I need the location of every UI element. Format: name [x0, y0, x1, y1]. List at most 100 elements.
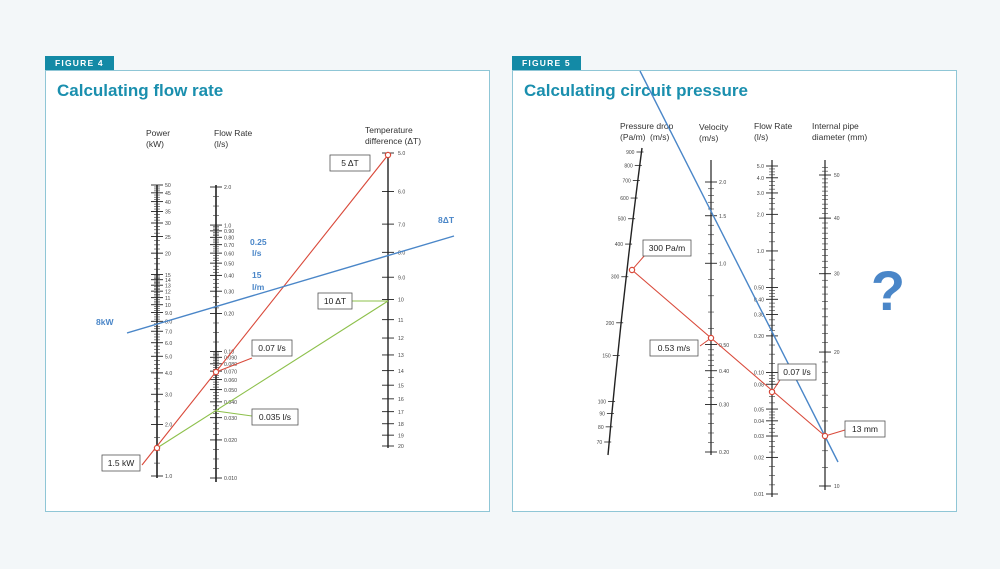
figure-5-tag: FIGURE 5	[512, 56, 581, 70]
velocity-axis-tick-label: 0.50	[719, 343, 729, 349]
power-axis-tick-label: 11	[165, 296, 170, 302]
pressure-axis-curve	[607, 147, 643, 456]
temp-axis-tick-label: 20	[398, 444, 404, 450]
label-15: 15	[252, 270, 262, 280]
pressure-axis-tick-label: 400	[615, 242, 624, 248]
temp-axis-tick-label: 8.0	[398, 251, 405, 257]
flow5-axis-tick-label: 0.05	[754, 407, 764, 413]
red-leader-13mm	[824, 429, 846, 437]
callout-10dt: 10 ΔT	[324, 296, 346, 306]
velocity-axis-label: Velocity	[699, 122, 729, 132]
power-axis-tick-label: 5.0	[165, 354, 172, 360]
callout-300pa-box	[642, 239, 692, 257]
power-axis-tick-label: 10	[165, 303, 171, 309]
flow-axis-tick-label: 0.60	[224, 251, 234, 257]
power-axis-tick-label: 25	[165, 235, 171, 241]
flow-axis-tick-label: 0.50	[224, 261, 234, 267]
temp-axis-unit: difference (ΔT)	[365, 136, 421, 146]
flow5-axis-tick-label: 0.03	[754, 434, 764, 440]
temp-axis-tick-label: 17	[398, 410, 404, 416]
temp-axis-label: Temperature	[365, 125, 413, 135]
red-line-5dt	[141, 154, 389, 466]
power-axis-tick-label: 6.0	[165, 341, 172, 347]
flow-axis-tick-label: 0.40	[224, 274, 234, 280]
callout-0035: 0.035 l/s	[259, 412, 291, 422]
callout-5dt: 5 ΔT	[341, 158, 359, 168]
power-axis-tick-label: 7.0	[165, 329, 172, 335]
pressure-axis-tick-label: 150	[602, 353, 611, 359]
temp-axis-tick-label: 13	[398, 353, 404, 359]
flow-axis-tick-label: 0.050	[224, 388, 237, 394]
flow-axis-tick-label: 2.0	[224, 185, 231, 191]
power-axis-tick-label: 14	[165, 278, 171, 284]
temp-axis-tick-label: 6.0	[398, 190, 405, 196]
point-13mm	[821, 432, 829, 440]
flow-axis-unit: (l/s)	[214, 139, 228, 149]
red-leader-007	[215, 357, 253, 373]
pressure-axis-unit: (Pa/m)	[620, 132, 646, 142]
callout-007-fig5: 0.07 l/s	[783, 367, 810, 377]
pipe-axis-tick-label: 50	[834, 173, 840, 179]
velocity-axis-tick-label: 0.40	[719, 369, 729, 375]
power-axis-tick-label: 50	[165, 183, 171, 189]
temp-axis-tick-label: 12	[398, 336, 404, 342]
pipe-axis-tick-label: 10	[834, 484, 840, 490]
callout-5dt-box	[329, 154, 371, 172]
power-axis-tick-label: 9.0	[165, 311, 172, 317]
pressure-axis-tick-label: 500	[618, 217, 627, 223]
flow5-axis-tick-label: 4.0	[757, 176, 764, 182]
temp-axis-tick-label: 18	[398, 422, 404, 428]
point-5dt	[384, 151, 392, 159]
power-axis-tick-label: 8.0	[165, 320, 172, 326]
point-007	[212, 368, 220, 376]
pressure-axis-tick-label: 200	[606, 321, 615, 327]
pressure-axis-unit2: (m/s)	[650, 132, 670, 142]
callout-053-box	[649, 339, 699, 357]
flow-axis-tick-label: 0.90	[224, 229, 234, 235]
flow5-axis-tick-label: 3.0	[757, 191, 764, 197]
pipe-axis-tick-label: 20	[834, 350, 840, 356]
flow-axis-tick-label: 0.080	[224, 362, 237, 368]
point-300pa	[628, 266, 636, 274]
callout-007-box	[251, 339, 293, 357]
power-axis-tick-label: 2.0	[165, 423, 172, 429]
flow-axis-tick-label: 0.30	[224, 289, 234, 295]
power-axis-tick-label: 12	[165, 289, 171, 295]
flow-axis-tick-label: 0.030	[224, 416, 237, 422]
blue-line-8kw	[126, 235, 455, 334]
power-axis-label: Power	[146, 128, 170, 138]
power-axis-tick-label: 40	[165, 200, 171, 206]
figure-4-ticks: 504540353025201514131211109.08.07.06.05.…	[151, 151, 405, 482]
temp-axis-tick-label: 11	[398, 318, 403, 324]
callout-15kw-box	[101, 454, 141, 472]
figure-5-title: Calculating circuit pressure	[524, 81, 748, 100]
velocity-axis-unit: (m/s)	[699, 133, 719, 143]
pipe-axis-unit: diameter (mm)	[812, 132, 867, 142]
power-axis-tick-label: 1.0	[165, 474, 172, 480]
red-leader-300pa	[631, 254, 646, 271]
temp-axis-tick-label: 19	[398, 433, 404, 439]
figure-4-tag: FIGURE 4	[45, 56, 114, 70]
temp-axis-tick-label: 10	[398, 298, 404, 304]
pressure-axis-tick-label: 300	[611, 275, 620, 281]
temp-axis-tick-label: 5.0	[398, 151, 405, 157]
callout-007-fig5-box	[777, 363, 817, 381]
pressure-axis-tick-label: 90	[599, 411, 605, 417]
temp-axis-tick-label: 7.0	[398, 222, 405, 228]
callout-007: 0.07 l/s	[258, 343, 285, 353]
point-15kw	[153, 444, 161, 452]
temp-axis-tick-label: 15	[398, 383, 404, 389]
flow-axis-tick-label: 0.070	[224, 369, 237, 375]
flow5-axis-tick-label: 0.02	[754, 456, 764, 462]
flow-axis-tick-label: 0.10	[224, 350, 234, 356]
flow-axis-tick-label: 0.70	[224, 243, 234, 249]
callout-15kw: 1.5 kW	[108, 458, 134, 468]
callout-300pa: 300 Pa/m	[649, 243, 685, 253]
temp-axis-tick-label: 14	[398, 369, 404, 375]
flow5-axis-tick-label: 0.40	[754, 298, 764, 304]
flow5-axis-label: Flow Rate	[754, 121, 793, 131]
blue-line-fig5	[639, 70, 839, 463]
figure-5-ticks: 900 800 700 600 500 400 300 200 150 100 90 80 70 2.0 1…	[597, 150, 840, 498]
label-025: 0.25	[250, 237, 267, 247]
